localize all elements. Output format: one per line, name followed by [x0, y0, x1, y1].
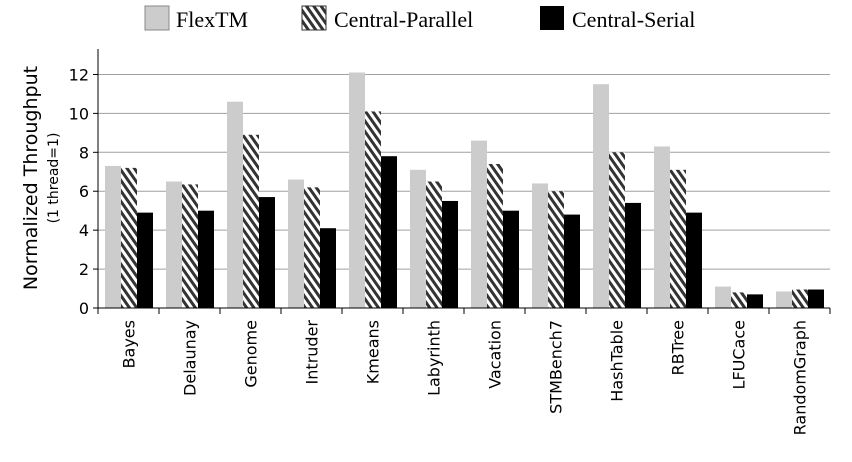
bar-flextm — [227, 101, 243, 308]
bar-flextm — [593, 84, 609, 308]
y-tick-label: 6 — [79, 182, 89, 201]
bar-central-serial — [442, 200, 458, 308]
bar-central-serial — [259, 197, 275, 308]
x-tick-label: STMBench7 — [547, 320, 566, 414]
x-axis-labels: Bayes Delaunay Genome Intruder Kmeans Labyrin… — [120, 320, 810, 436]
x-tick-label: RandomGraph — [791, 320, 810, 435]
y-tick-label: 10 — [69, 104, 89, 123]
bar-flextm — [715, 286, 731, 308]
bar-flextm — [349, 72, 365, 308]
bar-central-serial — [381, 156, 397, 308]
x-tick-label: Genome — [242, 320, 261, 388]
x-tick-label: HashTable — [608, 320, 627, 402]
bar-central-parallel — [121, 167, 137, 308]
legend-item-central-parallel: Central-Parallel — [301, 5, 473, 32]
bar-central-serial — [503, 210, 519, 308]
bar-central-parallel — [243, 134, 259, 308]
y-axis-sublabel: (1 thread=1) — [46, 133, 62, 224]
axes — [97, 49, 831, 314]
bar-central-serial — [137, 212, 153, 308]
bar-central-parallel — [365, 111, 381, 308]
legend-label-flextm: FlexTM — [176, 7, 248, 32]
legend-item-central-serial: Central-Serial — [540, 6, 695, 32]
bar-flextm — [105, 165, 121, 308]
bar-flextm — [471, 140, 487, 308]
bar-central-serial — [198, 210, 214, 308]
x-tick-label: Labyrinth — [425, 320, 444, 396]
bar-flextm — [288, 179, 304, 308]
y-tick-label: 0 — [79, 299, 89, 318]
y-axis-label: Normalized Throughput — [20, 66, 42, 290]
x-tick-label: Kmeans — [364, 320, 383, 384]
y-axis-ticks: 0 2 4 6 8 10 12 — [69, 65, 98, 318]
bar-flextm — [166, 181, 182, 308]
x-tick-label: Intruder — [303, 320, 322, 385]
x-tick-label: RBTree — [669, 320, 688, 375]
legend-item-flextm: FlexTM — [144, 5, 248, 32]
bar-flextm — [776, 291, 792, 308]
bar-central-serial — [808, 289, 824, 308]
bar-central-parallel — [548, 191, 564, 308]
legend-label-central-serial: Central-Serial — [572, 7, 695, 32]
x-tick-label: LFUCace — [730, 320, 749, 389]
legend-label-central-parallel: Central-Parallel — [334, 7, 473, 32]
bar-central-parallel — [426, 181, 442, 308]
bar-flextm — [410, 169, 426, 308]
legend-swatch-central-parallel — [301, 5, 327, 31]
bar-flextm — [654, 146, 670, 308]
bar-central-parallel — [487, 163, 503, 308]
bar-central-parallel — [670, 169, 686, 308]
bar-central-serial — [320, 228, 336, 308]
bar-central-serial — [625, 202, 641, 308]
bar-central-parallel — [182, 184, 198, 308]
y-axis-title: Normalized Throughput (1 thread=1) — [20, 66, 62, 290]
gridlines — [98, 73, 830, 270]
bar-central-parallel — [792, 289, 808, 308]
bar-flextm — [532, 183, 548, 308]
y-tick-label: 2 — [79, 260, 89, 279]
y-tick-label: 12 — [69, 65, 89, 84]
bar-central-parallel — [304, 187, 320, 308]
legend: FlexTM Central-Parallel Central-Serial — [144, 5, 695, 32]
bars — [105, 72, 824, 308]
legend-swatch-central-serial — [540, 6, 564, 30]
y-tick-label: 4 — [79, 221, 89, 240]
legend-swatch-flextm — [144, 5, 170, 31]
y-tick-label: 8 — [79, 143, 89, 162]
bar-central-parallel — [609, 152, 625, 308]
x-tick-label: Bayes — [120, 320, 139, 368]
bar-central-serial — [747, 294, 763, 308]
bar-central-serial — [564, 214, 580, 308]
x-tick-label: Vacation — [486, 320, 505, 389]
bar-central-serial — [686, 212, 702, 308]
bar-central-parallel — [731, 292, 747, 308]
x-tick-label: Delaunay — [181, 320, 200, 396]
